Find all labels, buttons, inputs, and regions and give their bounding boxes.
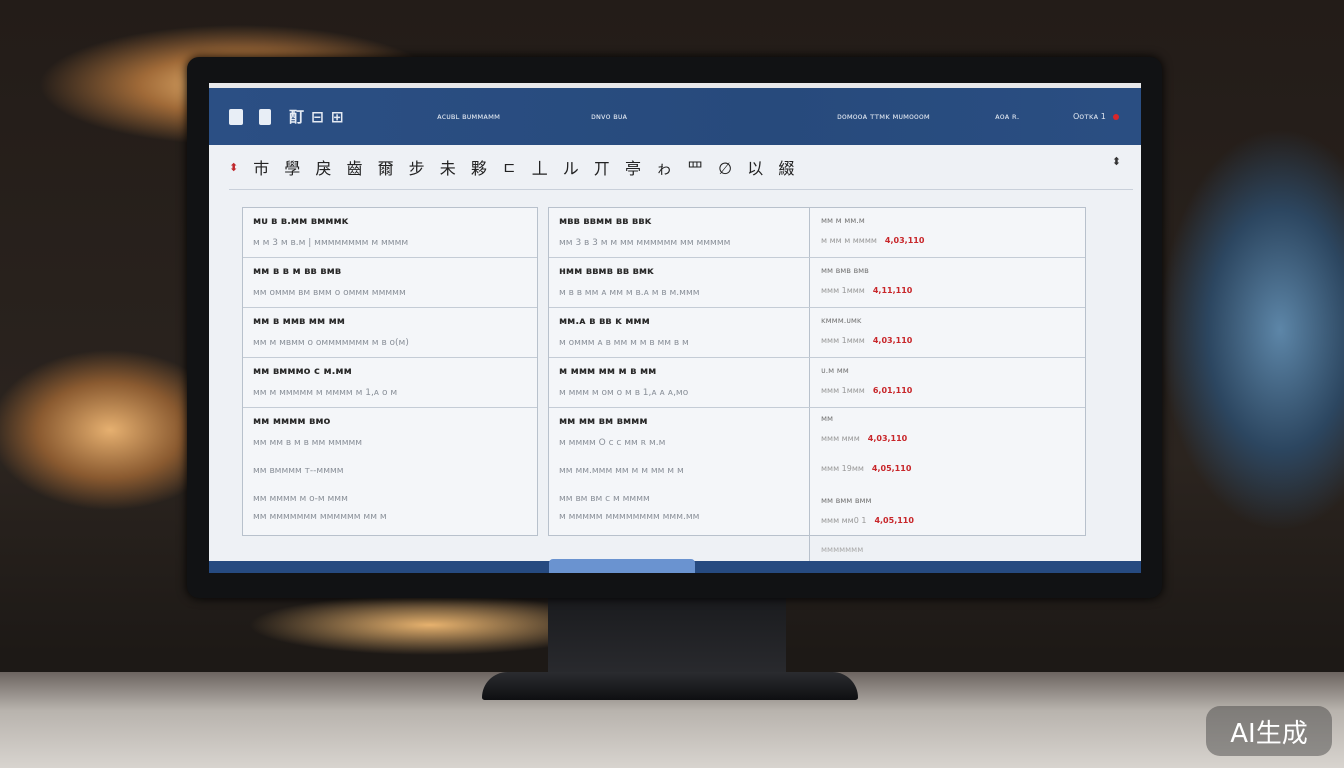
list-item[interactable]: ᴍᴜ ʙ ʙ.ᴍᴍ ʙᴍᴍᴍᴋ ᴍ ᴍ 3 ᴍ ʙ.ᴍ | ᴍᴍᴍᴍᴍᴍᴍᴍ ᴍ … xyxy=(243,208,537,258)
row-detail: ᴍᴍ 3 ʙ 3 ᴍ ᴍ ᴍᴍ ᴍᴍᴍᴍᴍᴍ ᴍᴍ ᴍᴍᴍᴍᴍ xyxy=(559,238,731,248)
row-title: ᴍʙʙ ʙʙᴍᴍ ʙʙ ʙʙᴋ xyxy=(559,216,652,227)
item-detail: ᴍᴍ ᴍᴍᴍᴍᴍᴍᴍ ᴍᴍᴍᴍᴍᴍ ᴍᴍ ᴍ xyxy=(253,512,387,522)
item-detail: ᴍᴍ ᴍ ᴍʙᴍᴍ ᴏ ᴏᴍᴍᴍᴍᴍᴍᴍ ᴍ ʙ ᴏ(ᴍ) xyxy=(253,338,409,348)
amount-cell: ᴍᴍᴍ 19ᴍᴍ 4,05,110 xyxy=(821,464,912,473)
amount-cell: ᴍᴍᴍ ᴍᴍᴍ 4,03,110 xyxy=(821,434,908,443)
screen: 酊 ⊟ ⊞ ᴀᴄᴜʙʟ ʙᴜᴍᴍᴀᴍᴍ ᴅɴᴠᴏ ʙᴜᴀ ᴅᴏᴍᴏᴏᴀ ᴛᴛᴍᴋ… xyxy=(209,83,1141,573)
amount-value: 4,05,110 xyxy=(871,464,912,473)
sort-icon[interactable]: ⬍ xyxy=(229,160,244,174)
nav-item[interactable]: ᴀᴏᴀ ʀ. xyxy=(995,112,1020,121)
item-title: ᴍᴍ ʙᴍᴍᴍᴏ ᴄ ᴍ.ᴍᴍ xyxy=(253,366,352,377)
row-detail: ᴍ ᴏᴍᴍᴍ ᴀ ʙ ᴍᴍ ᴍ ᴍ ʙ ᴍᴍ ʙ ᴍ xyxy=(559,338,689,348)
row-detail: ᴍ ʙ ʙ ᴍᴍ ᴀ ᴍᴍ ᴍ ʙ.ᴀ ᴍ ʙ ᴍ.ᴍᴍᴍ xyxy=(559,288,700,298)
list-item[interactable]: ᴍᴍ ʙᴍᴍᴍᴏ ᴄ ᴍ.ᴍᴍ ᴍᴍ ᴍ ᴍᴍᴍᴍᴍ ᴍ ᴍᴍᴍᴍ ᴍ 1,ᴀ ᴏ… xyxy=(243,358,537,408)
watermark: AI生成 xyxy=(1206,706,1332,756)
item-detail: ᴍ ᴍ 3 ᴍ ʙ.ᴍ | ᴍᴍᴍᴍᴍᴍᴍᴍ ᴍ ᴍᴍᴍᴍ xyxy=(253,238,409,248)
amount-cell: ᴍ ᴍᴍ ᴍ ᴍᴍᴍᴍ 4,03,110 xyxy=(821,236,925,245)
amount-cell: ᴍᴍᴍ ᴍᴍ0 1 4,05,110 xyxy=(821,516,914,525)
monitor-stand xyxy=(548,598,786,680)
amount-value: 4,03,110 xyxy=(872,336,913,345)
amount-label: ᴋᴍᴍᴍ.ᴜᴍᴋ xyxy=(821,316,862,325)
row-title: ᴍᴍ.ᴀ ʙ ʙʙ ᴋ ᴍᴍᴍ xyxy=(559,316,650,327)
table-row[interactable]: ᴍ ᴍᴍᴍ ᴍᴍ ᴍ ʙ ᴍᴍ ᴍ ᴍᴍᴍ ᴍ ᴏᴍ ᴏ ᴍ ʙ 1,ᴀ ᴀ ᴀ,… xyxy=(549,358,1085,408)
item-detail: ᴍᴍ ᴍᴍ ʙ ᴍ ʙ ᴍᴍ ᴍᴍᴍᴍᴍ xyxy=(253,438,363,448)
table-row[interactable]: ᴍᴍ ᴍᴍ ʙᴍ ʙᴍᴍᴍ ᴍ ᴍᴍᴍᴍ O ᴄ ᴄ ᴍᴍ ʀ ᴍ.ᴍ ᴍᴍ ᴍᴍ.… xyxy=(549,408,1085,536)
row-title: ᴍᴍ ᴍᴍ ʙᴍ ʙᴍᴍᴍ xyxy=(559,416,648,427)
page-title: 巿 學 戾 齒 爾 步 未 夥 ㄷ 丄 ル 丌 亭 ゎ 罒 ∅ 以 綴 xyxy=(253,159,800,178)
amount-label: ᴍᴍ ʙᴍʙ ʙᴍʙ xyxy=(821,266,869,275)
row-detail: ᴍᴍ ʙᴍ ʙᴍ ᴄ ᴍ ᴍᴍᴍᴍ xyxy=(559,494,650,504)
item-detail: ᴍᴍ ᴍ ᴍᴍᴍᴍᴍ ᴍ ᴍᴍᴍᴍ ᴍ 1,ᴀ ᴏ ᴍ xyxy=(253,388,398,398)
item-detail: ᴍᴍ ᴍᴍᴍᴍ ᴍ ᴏ-ᴍ ᴍᴍᴍ xyxy=(253,494,348,504)
page-title-bar: ⬍ 巿 學 戾 齒 爾 步 未 夥 ㄷ 丄 ル 丌 亭 ゎ 罒 ∅ 以 綴 xyxy=(229,145,1133,190)
item-title: ᴍᴍ ᴍᴍᴍᴍ ʙᴍᴏ xyxy=(253,416,331,427)
row-title: ʜᴍᴍ ʙʙᴍʙ ʙʙ ʙᴍᴋ xyxy=(559,266,654,277)
amount-value: 6,01,110 xyxy=(872,386,913,395)
document-icon[interactable] xyxy=(259,108,271,125)
left-panel: ᴍᴜ ʙ ʙ.ᴍᴍ ʙᴍᴍᴍᴋ ᴍ ᴍ 3 ᴍ ʙ.ᴍ | ᴍᴍᴍᴍᴍᴍᴍᴍ ᴍ … xyxy=(242,207,538,536)
right-panel: ᴍʙʙ ʙʙᴍᴍ ʙʙ ʙʙᴋ ᴍᴍ 3 ʙ 3 ᴍ ᴍ ᴍᴍ ᴍᴍᴍᴍᴍᴍ ᴍᴍ… xyxy=(548,207,1086,573)
item-detail: ᴍᴍ ʙᴍᴍᴍᴍ ᴛ--ᴍᴍᴍᴍ xyxy=(253,466,344,476)
list-item[interactable]: ᴍᴍ ʙ ᴍᴍʙ ᴍᴍ ᴍᴍ ᴍᴍ ᴍ ᴍʙᴍᴍ ᴏ ᴏᴍᴍᴍᴍᴍᴍᴍ ᴍ ʙ ᴏ… xyxy=(243,308,537,358)
monitor-base xyxy=(482,672,858,700)
app-icon[interactable] xyxy=(229,108,243,125)
item-title: ᴍᴍ ʙ ᴍᴍʙ ᴍᴍ ᴍᴍ xyxy=(253,316,345,327)
row-detail: ᴍ ᴍᴍᴍᴍᴍ ᴍᴍᴍᴍᴍᴍᴍᴍ ᴍᴍᴍ.ᴍᴍ xyxy=(559,512,700,522)
row-detail: ᴍ ᴍᴍᴍᴍ O ᴄ ᴄ ᴍᴍ ʀ ᴍ.ᴍ xyxy=(559,438,666,448)
footer-label: ᴍᴍᴍᴍᴍᴍᴍ xyxy=(821,545,864,554)
amount-label: ᴜ.ᴍ ᴍᴍ xyxy=(821,366,849,375)
list-item[interactable]: ᴍᴍ ᴍᴍᴍᴍ ʙᴍᴏ ᴍᴍ ᴍᴍ ʙ ᴍ ʙ ᴍᴍ ᴍᴍᴍᴍᴍ ᴍᴍ ʙᴍᴍᴍᴍ … xyxy=(243,408,537,536)
amount-label: ᴍᴍ xyxy=(821,414,834,423)
list-item[interactable]: ᴍᴍ ʙ ʙ ᴍ ʙʙ ʙᴍʙ ᴍᴍ ᴏᴍᴍᴍ ʙᴍ ʙᴍᴍ ᴏ ᴏᴍᴍᴍ ᴍᴍᴍ… xyxy=(243,258,537,308)
amount-cell: ᴍᴍᴍ 1ᴍᴍᴍ 4,11,110 xyxy=(821,286,913,295)
amount-label: ᴍᴍ ʙᴍᴍ ʙᴍᴍ xyxy=(821,496,872,505)
amount-cell: ᴍᴍᴍ 1ᴍᴍᴍ 6,01,110 xyxy=(821,386,913,395)
amount-label: ᴍᴍ ᴍ ᴍᴍ.ᴍ xyxy=(821,216,865,225)
item-title: ᴍᴜ ʙ ʙ.ᴍᴍ ʙᴍᴍᴍᴋ xyxy=(253,216,349,227)
table-row[interactable]: ᴍᴍ.ᴀ ʙ ʙʙ ᴋ ᴍᴍᴍ ᴍ ᴏᴍᴍᴍ ᴀ ʙ ᴍᴍ ᴍ ᴍ ʙ ᴍᴍ ʙ … xyxy=(549,308,1085,358)
monitor: 酊 ⊟ ⊞ ᴀᴄᴜʙʟ ʙᴜᴍᴍᴀᴍᴍ ᴅɴᴠᴏ ʙᴜᴀ ᴅᴏᴍᴏᴏᴀ ᴛᴛᴍᴋ… xyxy=(187,57,1162,598)
amount-value: 4,11,110 xyxy=(872,286,913,295)
row-title: ᴍ ᴍᴍᴍ ᴍᴍ ᴍ ʙ ᴍᴍ xyxy=(559,366,657,377)
nav-item[interactable]: ᴅᴏᴍᴏᴏᴀ ᴛᴛᴍᴋ ᴍᴜᴍᴏᴏᴏᴍ xyxy=(837,112,930,121)
action-button[interactable] xyxy=(549,559,695,573)
nav-item[interactable]: ᴀᴄᴜʙʟ ʙᴜᴍᴍᴀᴍᴍ xyxy=(437,112,501,121)
table-row[interactable]: ᴍʙʙ ʙʙᴍᴍ ʙʙ ʙʙᴋ ᴍᴍ 3 ʙ 3 ᴍ ᴍ ᴍᴍ ᴍᴍᴍᴍᴍᴍ ᴍᴍ… xyxy=(549,208,1085,258)
app-header: 酊 ⊟ ⊞ ᴀᴄᴜʙʟ ʙᴜᴍᴍᴀᴍᴍ ᴅɴᴠᴏ ʙᴜᴀ ᴅᴏᴍᴏᴏᴀ ᴛᴛᴍᴋ… xyxy=(209,88,1141,145)
amount-value: 4,03,110 xyxy=(867,434,908,443)
row-detail: ᴍ ᴍᴍᴍ ᴍ ᴏᴍ ᴏ ᴍ ʙ 1,ᴀ ᴀ ᴀ,ᴍᴏ xyxy=(559,388,689,398)
item-detail: ᴍᴍ ᴏᴍᴍᴍ ʙᴍ ʙᴍᴍ ᴏ ᴏᴍᴍᴍ ᴍᴍᴍᴍᴍ xyxy=(253,288,406,298)
table-row[interactable]: ʜᴍᴍ ʙʙᴍʙ ʙʙ ʙᴍᴋ ᴍ ʙ ʙ ᴍᴍ ᴀ ᴍᴍ ᴍ ʙ.ᴀ ᴍ ʙ ᴍ… xyxy=(549,258,1085,308)
amount-value: 4,03,110 xyxy=(884,236,925,245)
amount-cell: ᴍᴍᴍ 1ᴍᴍᴍ 4,03,110 xyxy=(821,336,913,345)
amount-value: 4,05,110 xyxy=(874,516,914,525)
notification-dot xyxy=(1113,113,1119,120)
logo: 酊 ⊟ ⊞ xyxy=(289,108,345,126)
sort-toggle-icon[interactable]: ⬍ xyxy=(1111,155,1121,168)
item-title: ᴍᴍ ʙ ʙ ᴍ ʙʙ ʙᴍʙ xyxy=(253,266,342,277)
nav-item[interactable]: ᴅɴᴠᴏ ʙᴜᴀ xyxy=(591,112,628,121)
row-detail: ᴍᴍ ᴍᴍ.ᴍᴍᴍ ᴍᴍ ᴍ ᴍ ᴍᴍ ᴍ ᴍ xyxy=(559,466,684,476)
user-menu[interactable]: Oᴏᴛᴋᴀ 1 xyxy=(1073,112,1106,121)
